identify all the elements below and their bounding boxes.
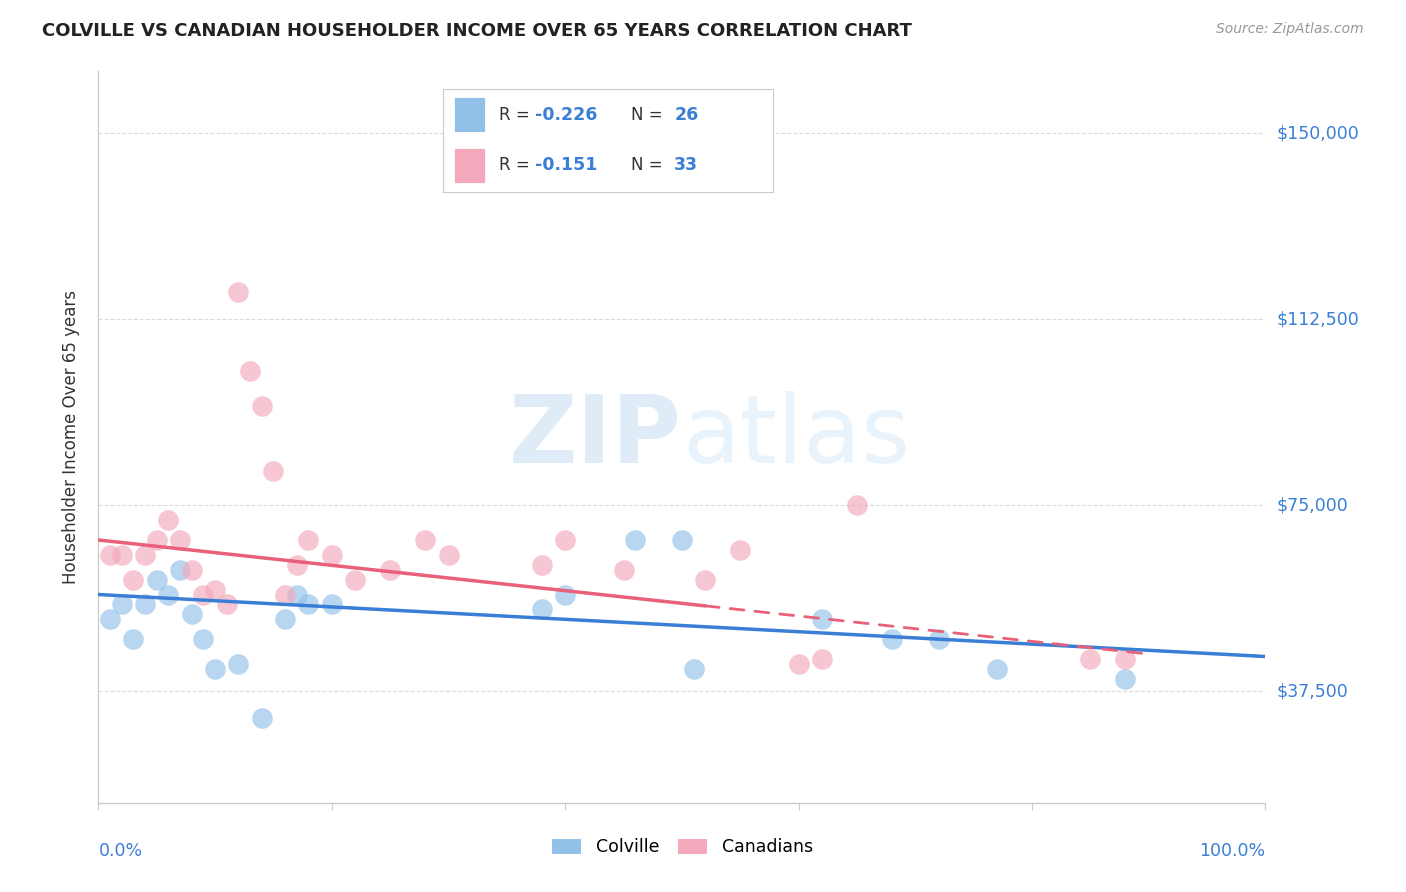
Point (285, 558, 308, 572)
Text: COLVILLE VS CANADIAN HOUSEHOLDER INCOME OVER 65 YEARS CORRELATION CHART: COLVILLE VS CANADIAN HOUSEHOLDER INCOME … (42, 22, 912, 40)
Point (671, 533, 693, 547)
Point (250, 711, 273, 725)
Text: -0.151: -0.151 (536, 156, 598, 174)
Point (228, 285, 250, 299)
Point (730, 542, 752, 557)
Point (787, 657, 810, 671)
Point (530, 602, 553, 616)
Text: $150,000: $150,000 (1277, 124, 1360, 143)
Point (239, 364, 262, 378)
Point (134, 598, 156, 612)
Y-axis label: Householder Income Over 65 years: Householder Income Over 65 years (62, 290, 80, 584)
Point (928, 632, 950, 647)
Point (1080, 652, 1102, 666)
Point (297, 598, 319, 612)
Text: 26: 26 (675, 106, 699, 124)
Point (122, 632, 145, 647)
Point (146, 573, 169, 587)
Bar (453, 146, 486, 184)
Point (98, 548, 121, 562)
Point (111, 598, 134, 612)
Point (986, 662, 1008, 676)
Point (554, 588, 576, 602)
Point (204, 662, 226, 676)
Point (321, 598, 343, 612)
Bar (453, 96, 486, 133)
Point (344, 573, 367, 587)
Point (228, 657, 250, 671)
Point (613, 563, 636, 577)
Point (98, 612, 121, 626)
Point (250, 399, 273, 413)
Text: 100.0%: 100.0% (1199, 842, 1265, 860)
Text: Source: ZipAtlas.com: Source: ZipAtlas.com (1216, 22, 1364, 37)
Point (297, 533, 319, 547)
Text: 33: 33 (675, 156, 699, 174)
Text: N =: N = (631, 156, 668, 174)
Point (180, 563, 202, 577)
Point (169, 533, 191, 547)
Text: -0.226: -0.226 (536, 106, 598, 124)
Text: N =: N = (631, 106, 668, 124)
Point (846, 498, 869, 512)
Point (180, 607, 202, 622)
Point (193, 588, 215, 602)
Point (437, 548, 460, 562)
Point (682, 662, 704, 676)
Text: $37,500: $37,500 (1277, 682, 1348, 700)
Point (111, 548, 134, 562)
Point (413, 533, 436, 547)
Point (695, 573, 717, 587)
Text: R =: R = (499, 156, 536, 174)
Point (169, 563, 191, 577)
Point (880, 632, 903, 647)
Point (530, 558, 553, 572)
Point (122, 573, 145, 587)
Point (811, 612, 834, 626)
Point (285, 588, 308, 602)
Point (624, 533, 647, 547)
Text: ZIP: ZIP (509, 391, 682, 483)
Point (811, 652, 834, 666)
Text: R =: R = (499, 106, 536, 124)
Point (380, 563, 402, 577)
Point (274, 588, 297, 602)
Text: $75,000: $75,000 (1277, 496, 1348, 515)
Point (157, 513, 180, 527)
Point (262, 464, 284, 478)
Point (134, 548, 156, 562)
Point (1114, 672, 1136, 686)
Point (146, 533, 169, 547)
Point (215, 598, 238, 612)
Point (193, 632, 215, 647)
Point (204, 582, 226, 597)
Text: 0.0%: 0.0% (98, 842, 142, 860)
Point (157, 588, 180, 602)
Point (554, 533, 576, 547)
Text: $112,500: $112,500 (1277, 310, 1360, 328)
Point (1114, 652, 1136, 666)
Legend: Colville, Canadians: Colville, Canadians (551, 838, 813, 856)
Point (321, 548, 343, 562)
Point (274, 612, 297, 626)
Text: atlas: atlas (682, 391, 910, 483)
